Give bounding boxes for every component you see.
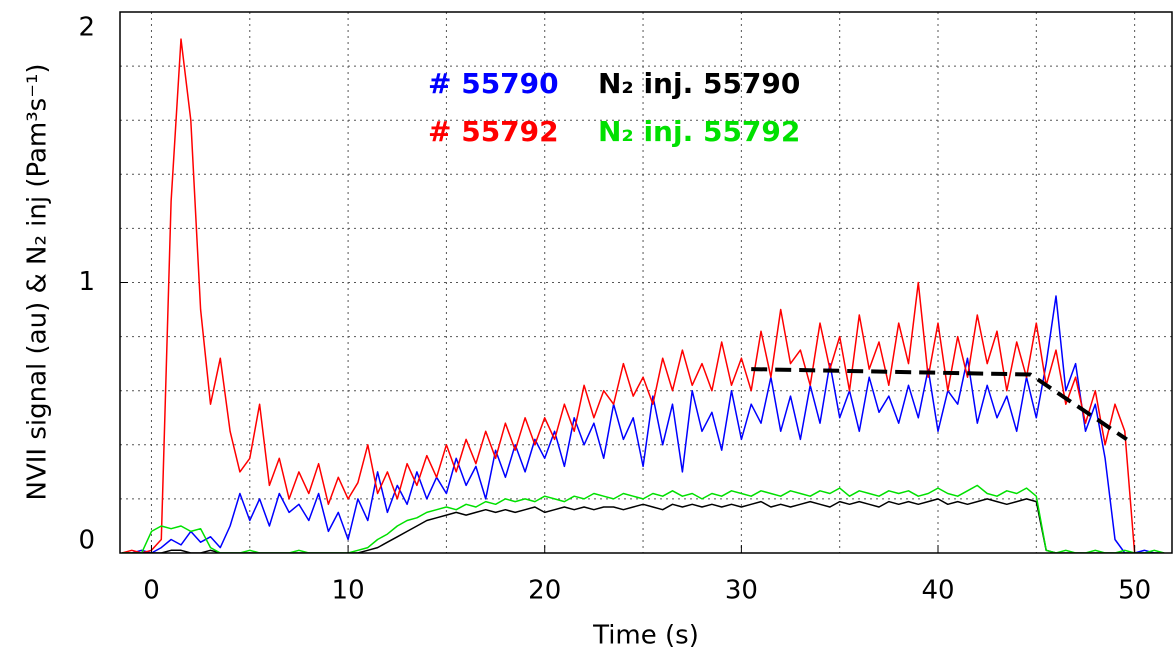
series-line [122,295,1165,553]
x-tick-label: 50 [1118,576,1151,606]
series-line [122,484,1165,553]
x-tick-label: 30 [725,576,758,606]
y-tick-label: 0 [78,526,95,556]
x-tick-label: 0 [143,576,160,606]
labels: 0 10 20 30 40 50 0 1 2 # 55790 # 55792 N₂ inj. 5579… [78,11,1151,606]
x-tick-label: 10 [332,576,365,606]
fit-line [751,367,1128,442]
y-axis-label: NVII signal (au) & N₂ inj (Pam³s⁻¹) [23,63,53,500]
legend-entry: # 55790 [428,67,559,100]
legend-entry: N₂ inj. 55790 [598,67,800,100]
plot-lines [121,38,1165,553]
x-axis-label: Time (s) [592,621,699,651]
legend-entry: N₂ inj. 55792 [598,115,800,148]
y-tick-label: 1 [78,267,95,297]
series-line [121,38,1136,553]
legend-entry: # 55792 [428,115,559,148]
x-tick-label: 20 [528,576,561,606]
x-tick-label: 40 [921,576,954,606]
series-line [122,498,1165,553]
y-tick-label: 2 [78,13,95,43]
